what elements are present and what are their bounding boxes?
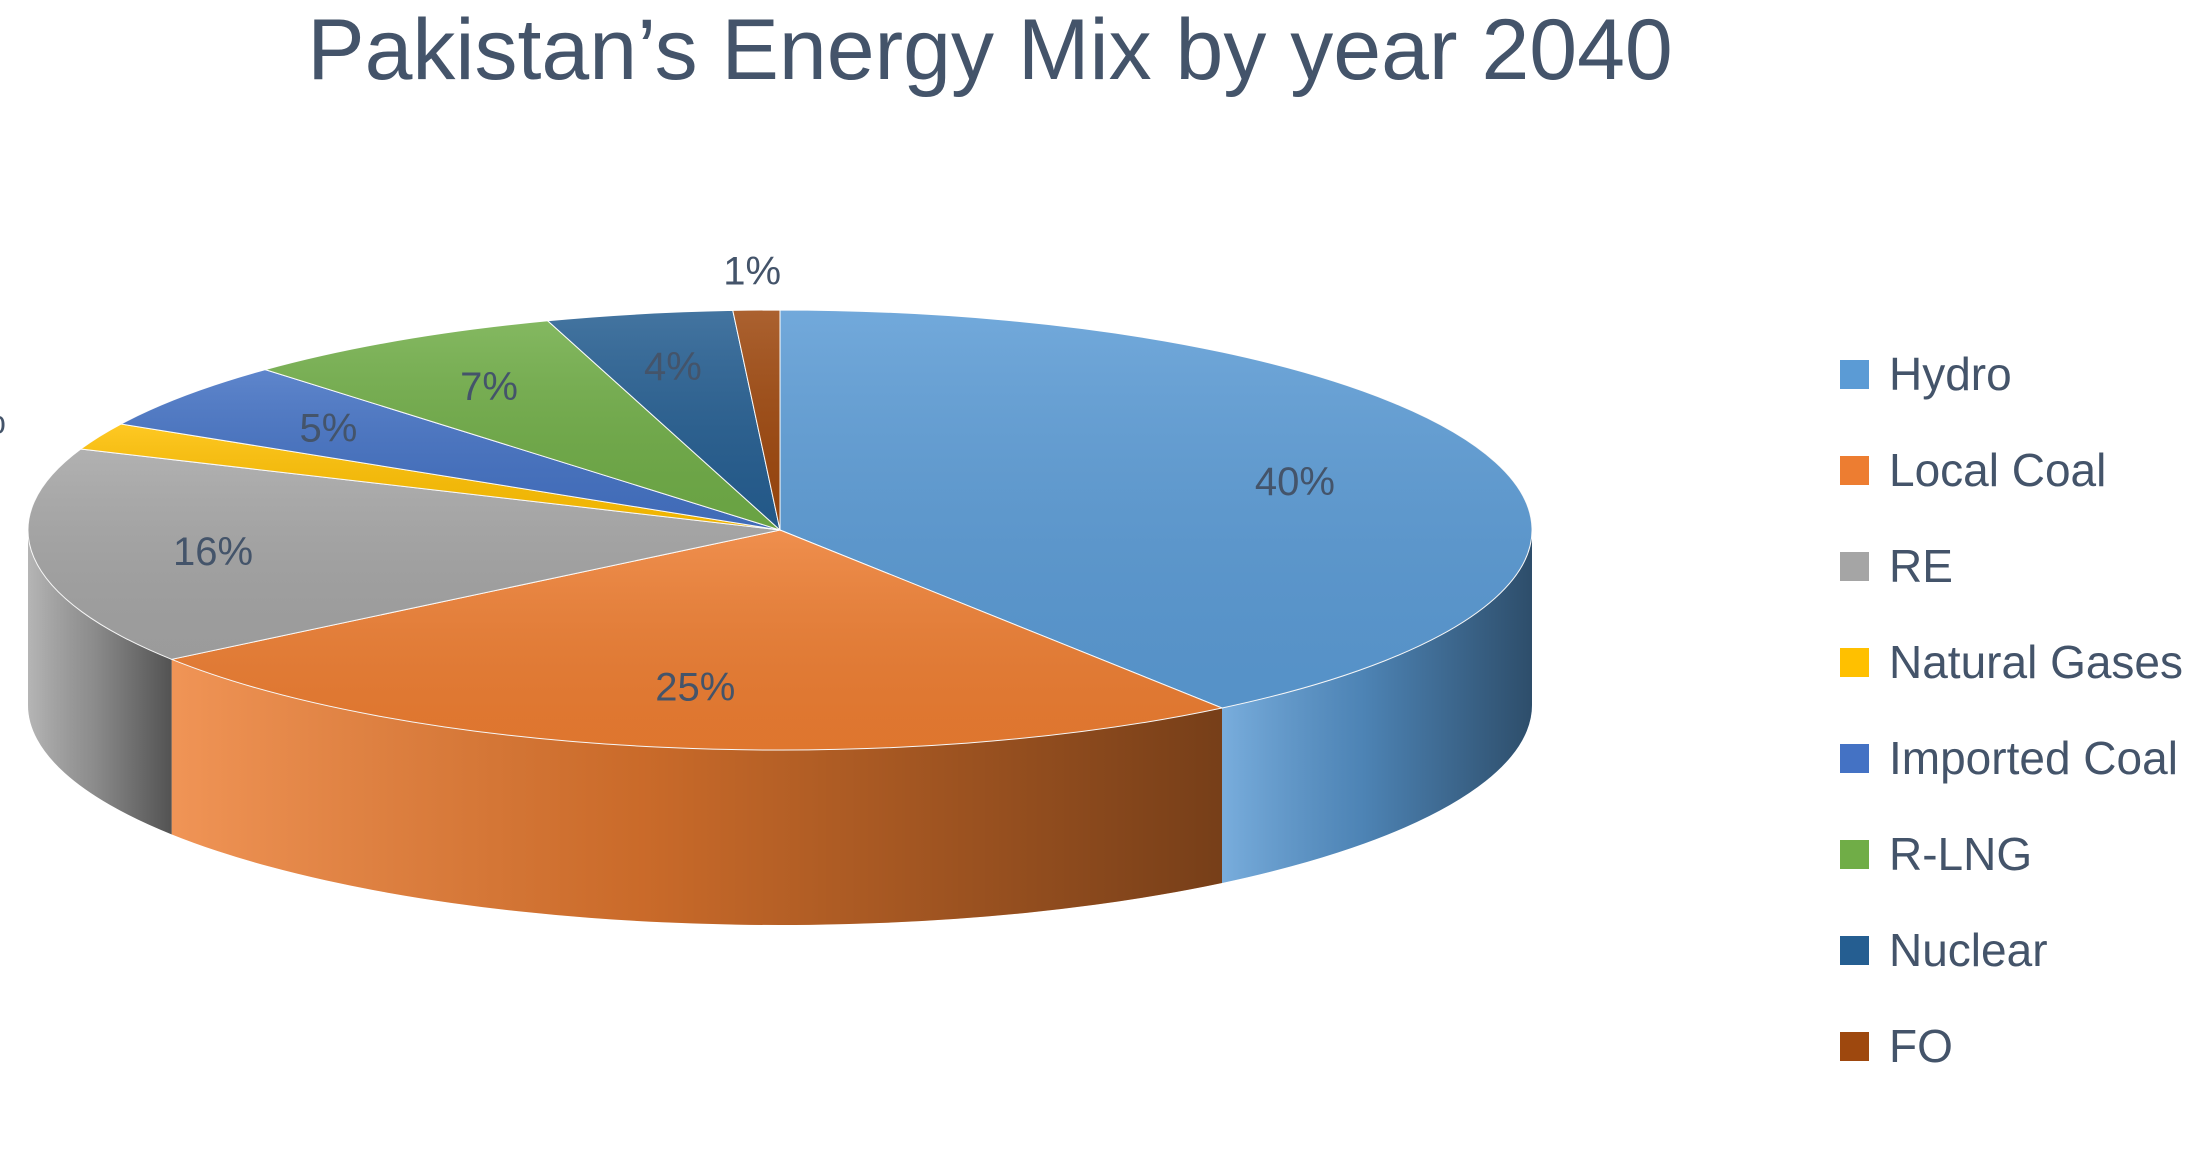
legend-swatch	[1840, 743, 1869, 773]
pie-chart: 40% 25% 16% 2% 5% 7% 4% 1%	[0, 250, 1533, 925]
legend-swatch	[1840, 1031, 1869, 1061]
legend-item-r-lng: R-LNG	[1840, 806, 2183, 902]
legend-swatch	[1840, 647, 1869, 677]
data-label-hydro: 40%	[1255, 460, 1335, 504]
legend-swatch	[1840, 455, 1869, 485]
legend: Hydro Local Coal RE Natural Gases Imported C…	[1840, 326, 2183, 1094]
data-label-re: 16%	[173, 530, 253, 574]
legend-label: R-LNG	[1889, 828, 2033, 880]
legend-item-nuclear: Nuclear	[1840, 902, 2183, 998]
legend-item-local-coal: Local Coal	[1840, 422, 2183, 518]
legend-label: Nuclear	[1889, 924, 2048, 976]
legend-swatch	[1840, 359, 1869, 389]
legend-item-re: RE	[1840, 518, 2183, 614]
legend-item-imported-coal: Imported Coal	[1840, 710, 2183, 806]
legend-label: Hydro	[1889, 348, 2012, 400]
legend-label: Local Coal	[1889, 444, 2107, 496]
legend-swatch	[1840, 551, 1869, 581]
legend-label: RE	[1889, 540, 1953, 592]
legend-label: FO	[1889, 1020, 1953, 1072]
legend-item-fo: FO	[1840, 998, 2183, 1094]
legend-item-natural-gases: Natural Gases	[1840, 614, 2183, 710]
legend-label: Natural Gases	[1889, 636, 2184, 688]
data-label-natural-gases: 2%	[0, 398, 6, 442]
data-label-imported-coal: 5%	[300, 407, 358, 451]
data-label-r-lng: 7%	[460, 365, 518, 409]
chart-title: Pakistan’s Energy Mix by year 2040	[307, 2, 1673, 98]
legend-item-hydro: Hydro	[1840, 326, 2183, 422]
data-label-nuclear: 4%	[644, 345, 702, 389]
legend-swatch	[1840, 935, 1869, 965]
legend-swatch	[1840, 839, 1869, 869]
data-label-fo: 1%	[723, 250, 781, 294]
data-label-local-coal: 25%	[655, 665, 735, 709]
legend-label: Imported Coal	[1889, 732, 2178, 784]
